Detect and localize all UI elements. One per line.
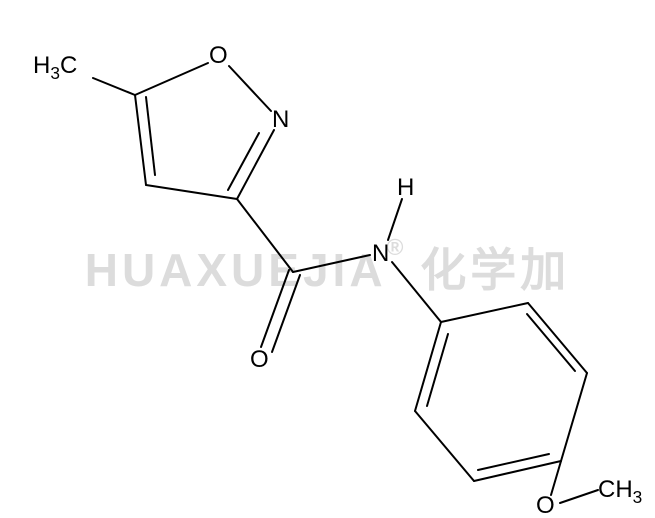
bond bbox=[272, 275, 300, 352]
bond bbox=[135, 95, 146, 185]
bond bbox=[135, 63, 208, 95]
bond bbox=[441, 303, 528, 322]
atom-label-n_am: N bbox=[372, 242, 389, 266]
atom-label-o_co: O bbox=[250, 348, 269, 372]
bond bbox=[228, 133, 259, 190]
bond bbox=[478, 454, 549, 470]
bond bbox=[261, 270, 289, 347]
bond bbox=[392, 262, 441, 322]
bond bbox=[415, 411, 474, 481]
atom-label-o_et: O bbox=[536, 494, 555, 518]
bond bbox=[427, 334, 448, 406]
bond bbox=[388, 199, 402, 240]
atom-label-n_iso: N bbox=[272, 108, 289, 132]
atom-label-ch3_iso: H3C bbox=[33, 54, 77, 78]
atom-label-h_am: H bbox=[397, 176, 414, 200]
bond bbox=[93, 78, 135, 95]
atom-label-och3: CH3 bbox=[598, 478, 642, 502]
atom-label-o_iso: O bbox=[209, 44, 228, 68]
bond bbox=[237, 199, 293, 272]
bond bbox=[560, 490, 598, 503]
bond bbox=[415, 322, 441, 411]
bond bbox=[528, 303, 587, 373]
bond bbox=[229, 66, 271, 111]
bond bbox=[146, 185, 237, 199]
bond bbox=[146, 97, 155, 175]
bond bbox=[551, 461, 561, 495]
bond bbox=[293, 255, 370, 272]
molecule-svg bbox=[0, 0, 655, 518]
bond bbox=[561, 373, 587, 461]
molecule-diagram: HUAXUEJIA® 化学加 H3CONONHOCH3 bbox=[0, 0, 655, 518]
bond bbox=[474, 461, 561, 481]
bond bbox=[527, 314, 575, 371]
